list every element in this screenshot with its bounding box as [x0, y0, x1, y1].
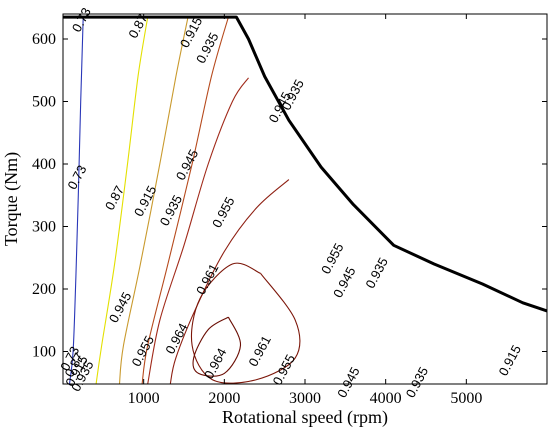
- x-tick-label: 3000: [289, 390, 321, 407]
- y-tick-label: 400: [32, 156, 56, 173]
- x-tick-label: 4000: [370, 390, 402, 407]
- max-torque-envelope-line: [63, 15, 548, 313]
- x-tick-label: 5000: [450, 390, 482, 407]
- y-tick-label: 300: [32, 219, 56, 236]
- x-axis-label: Rotational speed (rpm): [222, 407, 388, 428]
- x-tick-label: 1000: [128, 390, 160, 407]
- y-axis-ticks: 100 200 300 400 500 600: [32, 31, 547, 361]
- contour-line-0.73: [68, 17, 84, 384]
- contour-line-0.915: [118, 16, 189, 384]
- contour-line-0.945: [147, 77, 249, 384]
- contour-line-0.961: [190, 262, 301, 384]
- y-axis-label: Torque (Nm): [1, 152, 22, 246]
- contour-line-0.935: [141, 16, 229, 384]
- x-tick-label: 2000: [208, 390, 240, 407]
- y-tick-label: 200: [32, 281, 56, 298]
- contour-line-0.964: [192, 316, 242, 377]
- y-tick-label: 100: [32, 344, 56, 361]
- contour-line-0.955: [169, 179, 290, 384]
- torque-envelope: [63, 15, 548, 313]
- contour-lines: [68, 16, 301, 384]
- y-tick-label: 600: [32, 31, 56, 48]
- x-axis-ticks: 1000 2000 3000 4000 5000: [128, 14, 482, 407]
- contour-line-0.87: [95, 17, 149, 384]
- y-tick-label: 500: [32, 94, 56, 111]
